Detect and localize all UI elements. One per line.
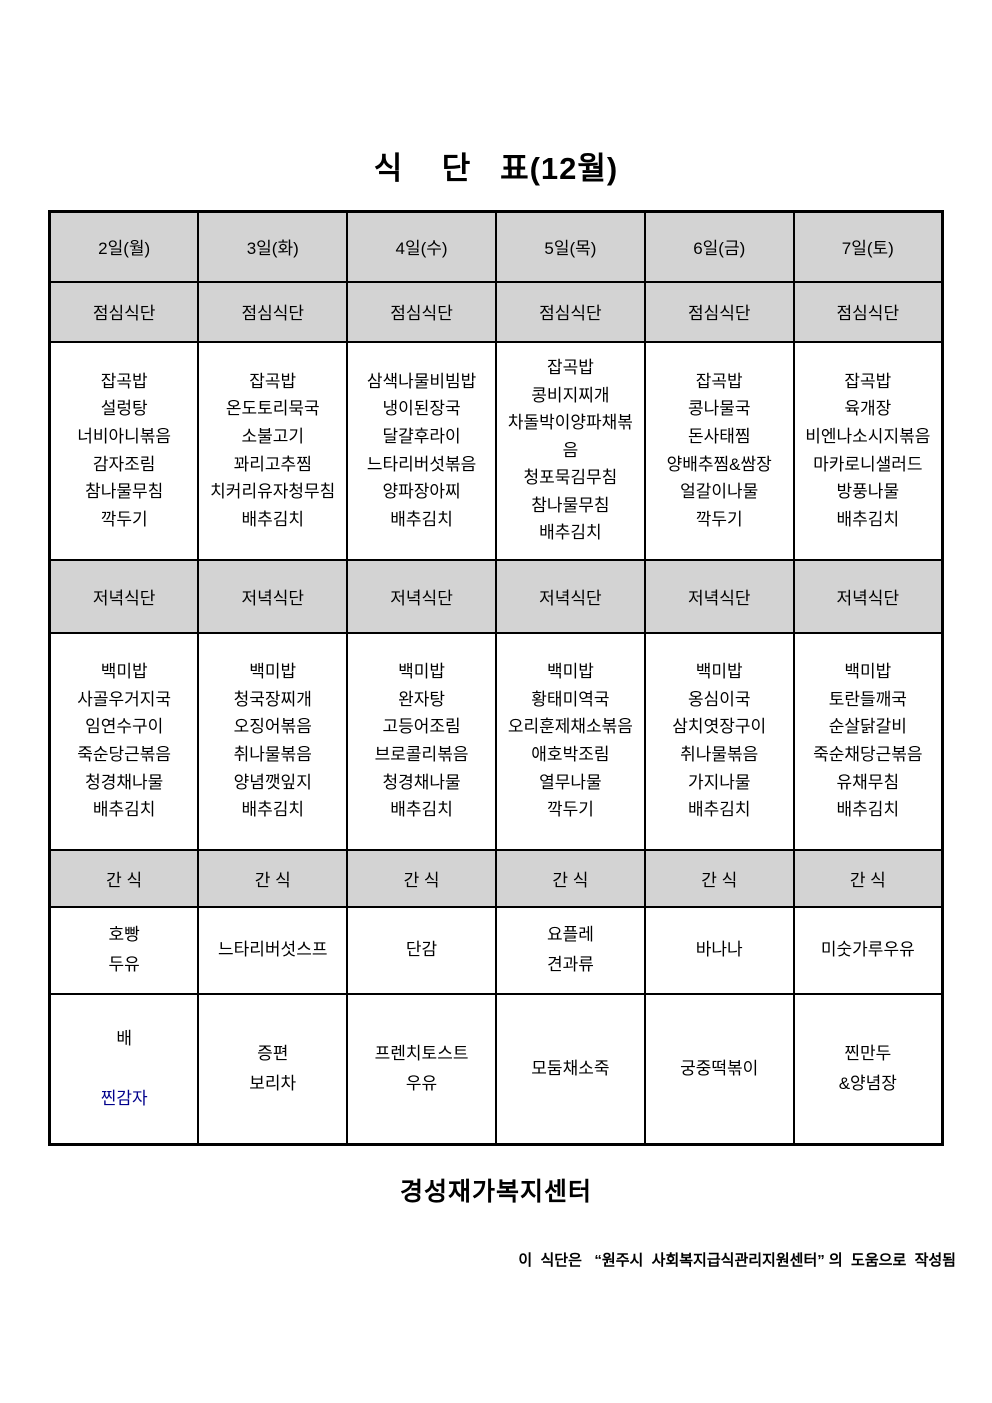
snack-cell: 단감 (346, 905, 497, 995)
snack-cell: 미숫가루우유 (792, 905, 944, 995)
dinner-menu-cell: 백미밥 청국장찌개 오징어볶음 취나물볶음 양념깻잎지 배추김치 (197, 631, 349, 851)
lunch-header-cell: 점심식단 (643, 280, 795, 343)
snack-cell: 바나나 (643, 905, 795, 995)
snack-row-2: 배 찐감자 증편 보리차 프렌치토스트 우유 모둠채소죽 궁중떡볶이 찐만두 &… (48, 992, 944, 1146)
dinner-menu-row: 백미밥 사골우거지국 임연수구이 죽순당근볶음 청경채나물 배추김치 백미밥 청… (48, 631, 944, 851)
dinner-header-cell: 저녁식단 (792, 558, 944, 634)
snack-cell: 찐만두 &양념장 (792, 992, 944, 1146)
snack-row-1: 호빵 두유 느타리버섯스프 단감 요플레 견과류 바나나 미숫가루우유 (48, 905, 944, 995)
lunch-menu-row: 잡곡밥 설렁탕 너비아니볶음 감자조림 참나물무침 깍두기 잡곡밥 온도토리묵국… (48, 340, 944, 561)
dinner-menu-cell: 백미밥 황태미역국 오리훈제채소볶음 애호박조림 열무나물 깍두기 (494, 631, 646, 851)
center-name: 경성재가복지센터 (399, 1178, 592, 1207)
dinner-menu-cell: 백미밥 사골우거지국 임연수구이 죽순당근볶음 청경채나물 배추김치 (48, 631, 200, 851)
snack-header-cell: 간 식 (792, 848, 944, 908)
snack-cell: 요플레 견과류 (494, 905, 646, 995)
snack-cell: 프렌치토스트 우유 (346, 992, 497, 1146)
dinner-menu-cell: 백미밥 토란들깨국 순살닭갈비 죽순채당근볶음 유채무침 배추김치 (792, 631, 944, 851)
lunch-header-cell: 점심식단 (346, 280, 497, 343)
page-title: 식 단 표(12월) (373, 151, 619, 186)
lunch-header-row: 점심식단 점심식단 점심식단 점심식단 점심식단 점심식단 (48, 280, 944, 343)
day-header-cell: 5일(목) (494, 210, 646, 283)
snack-header-cell: 간 식 (494, 848, 646, 908)
dinner-menu-cell: 백미밥 완자탕 고등어조림 브로콜리볶음 청경채나물 배추김치 (346, 631, 497, 851)
dinner-header-cell: 저녁식단 (643, 558, 795, 634)
snack-cell: 느타리버섯스프 (197, 905, 349, 995)
lunch-menu-cell: 잡곡밥 온도토리묵국 소불고기 꽈리고추찜 치커리유자청무침 배추김치 (197, 340, 349, 561)
dinner-header-cell: 저녁식단 (494, 558, 646, 634)
dinner-header-cell: 저녁식단 (48, 558, 200, 634)
lunch-menu-cell: 잡곡밥 설렁탕 너비아니볶음 감자조림 참나물무침 깍두기 (48, 340, 200, 561)
snack-cell: 모둠채소죽 (494, 992, 646, 1146)
snack-cell: 호빵 두유 (48, 905, 200, 995)
snack-header-cell: 간 식 (48, 848, 200, 908)
snack-header-row: 간 식 간 식 간 식 간 식 간 식 간 식 (48, 848, 944, 908)
snack-item-highlighted: 찐감자 (100, 1088, 148, 1108)
dinner-menu-cell: 백미밥 옹심이국 삼치엿장구이 취나물볶음 가지나물 배추김치 (643, 631, 795, 851)
lunch-menu-cell: 잡곡밥 육개장 비엔나소시지볶음 마카로니샐러드 방풍나물 배추김치 (792, 340, 944, 561)
day-header-cell: 2일(월) (48, 210, 200, 283)
day-header-cell: 4일(수) (346, 210, 497, 283)
meal-plan-table: 2일(월) 3일(화) 4일(수) 5일(목) 6일(금) 7일(토) 점심식단… (48, 210, 944, 1147)
snack-cell: 배 찐감자 (48, 992, 200, 1146)
lunch-menu-cell: 삼색나물비빔밥 냉이된장국 달걀후라이 느타리버섯볶음 양파장아찌 배추김치 (346, 340, 497, 561)
day-header-cell: 3일(화) (197, 210, 349, 283)
lunch-header-cell: 점심식단 (48, 280, 200, 343)
snack-cell: 궁중떡볶이 (643, 992, 795, 1146)
snack-header-cell: 간 식 (197, 848, 349, 908)
day-header-row: 2일(월) 3일(화) 4일(수) 5일(목) 6일(금) 7일(토) (48, 210, 944, 283)
lunch-header-cell: 점심식단 (494, 280, 646, 343)
snack-item: 배 (116, 1029, 132, 1049)
dinner-header-cell: 저녁식단 (197, 558, 349, 634)
dinner-header-row: 저녁식단 저녁식단 저녁식단 저녁식단 저녁식단 저녁식단 (48, 558, 944, 634)
lunch-header-cell: 점심식단 (197, 280, 349, 343)
lunch-menu-cell: 잡곡밥 콩나물국 돈사태찜 양배추찜&쌈장 얼갈이나물 깍두기 (643, 340, 795, 561)
snack-cell: 증편 보리차 (197, 992, 349, 1146)
footnote: 이 식단은 “원주시 사회복지급식관리지원센터” 의 도움으로 작성됨 (518, 1252, 956, 1270)
day-header-cell: 6일(금) (643, 210, 795, 283)
snack-header-cell: 간 식 (643, 848, 795, 908)
lunch-header-cell: 점심식단 (792, 280, 944, 343)
lunch-menu-cell: 잡곡밥 콩비지찌개 차돌박이양파채볶음 청포묵김무침 참나물무침 배추김치 (494, 340, 646, 561)
dinner-header-cell: 저녁식단 (346, 558, 497, 634)
snack-header-cell: 간 식 (346, 848, 497, 908)
day-header-cell: 7일(토) (792, 210, 944, 283)
